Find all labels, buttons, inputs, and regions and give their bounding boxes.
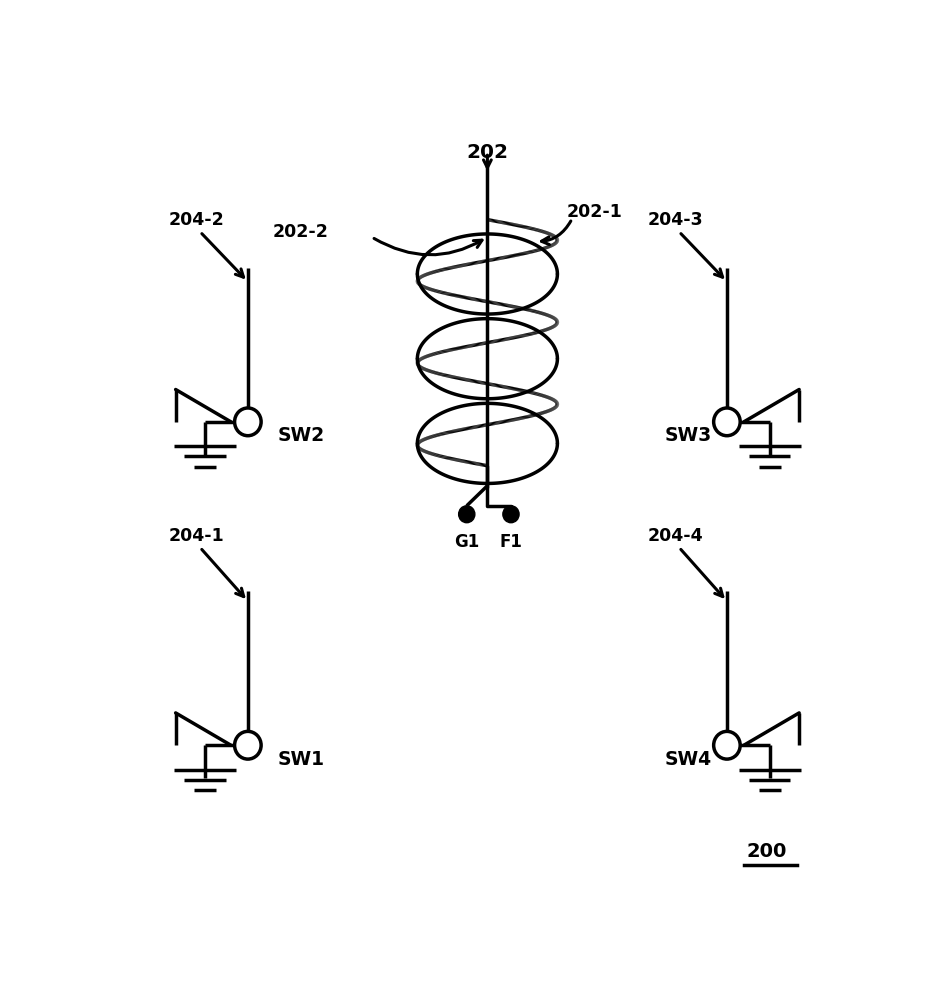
Text: SW2: SW2 [278, 426, 324, 445]
Text: 204-2: 204-2 [169, 211, 224, 229]
Text: 202-1: 202-1 [567, 203, 623, 221]
Text: SW1: SW1 [278, 750, 324, 769]
Text: G1: G1 [455, 533, 479, 551]
Text: 204-3: 204-3 [648, 211, 704, 229]
Circle shape [458, 506, 475, 523]
Text: SW3: SW3 [664, 426, 711, 445]
Circle shape [503, 506, 519, 523]
Text: 204-1: 204-1 [169, 527, 224, 545]
Text: 204-4: 204-4 [648, 527, 704, 545]
Text: SW4: SW4 [664, 750, 711, 769]
Text: 202-2: 202-2 [273, 223, 329, 241]
Text: F1: F1 [499, 533, 522, 551]
Text: 200: 200 [747, 842, 787, 861]
Text: 202: 202 [466, 143, 509, 162]
